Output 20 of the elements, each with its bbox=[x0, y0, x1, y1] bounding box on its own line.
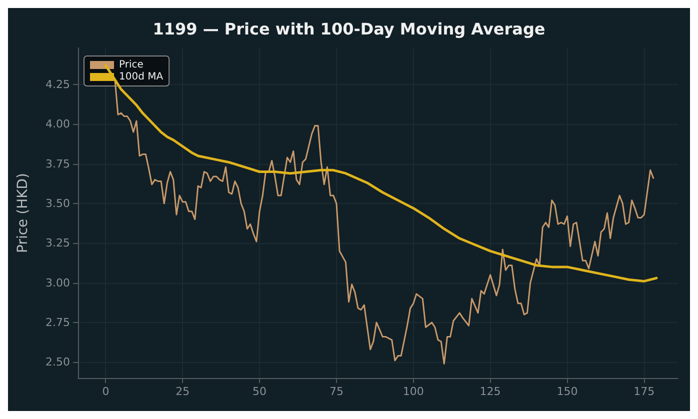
y-tick-label: 3.00 bbox=[46, 276, 70, 290]
y-tick-label: 3.25 bbox=[46, 236, 70, 250]
chart-title: 1199 — Price with 100-Day Moving Average bbox=[152, 20, 546, 38]
x-tick-label: 150 bbox=[556, 385, 578, 398]
legend-label: Price bbox=[119, 60, 144, 70]
x-tick-label: 50 bbox=[252, 385, 267, 398]
x-tick-label: 125 bbox=[480, 385, 501, 398]
y-tick-label: 2.50 bbox=[46, 356, 70, 369]
y-tick-label: 4.25 bbox=[46, 78, 70, 91]
y-tick-label: 4.00 bbox=[46, 118, 70, 131]
y-tick-label: 3.50 bbox=[46, 196, 70, 210]
x-tick-label: 175 bbox=[634, 385, 655, 398]
y-axis-title: Price (HKD) bbox=[15, 172, 31, 254]
x-tick-label: 0 bbox=[102, 385, 110, 398]
y-tick-label: 3.75 bbox=[46, 157, 70, 170]
legend-label: 100d MA bbox=[119, 72, 164, 82]
x-tick-label: 100 bbox=[402, 385, 424, 398]
x-tick-label: 75 bbox=[329, 385, 344, 398]
y-tick-label: 2.75 bbox=[46, 316, 70, 329]
x-tick-label: 25 bbox=[176, 385, 190, 398]
